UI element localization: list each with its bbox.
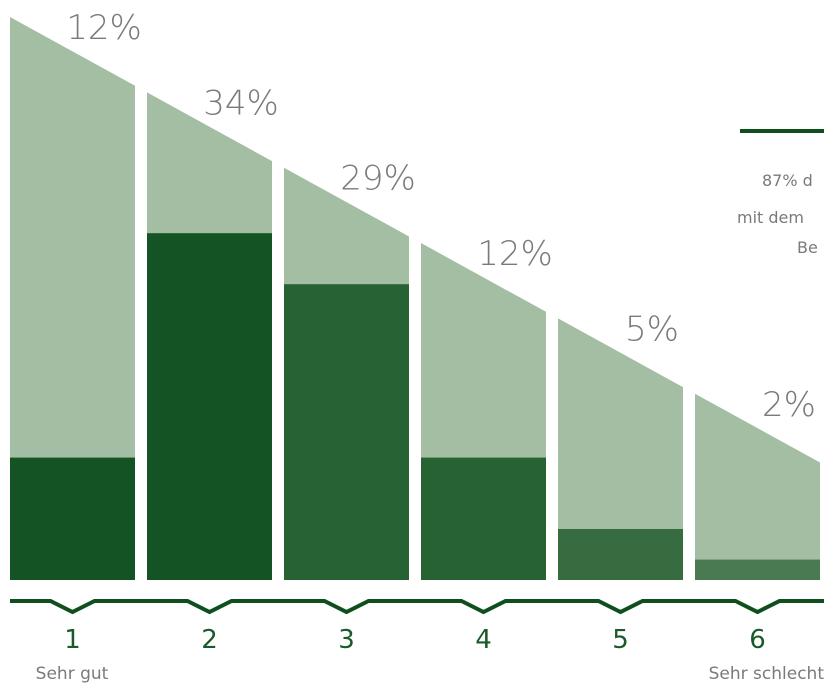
category-label-3: 3 (338, 625, 355, 655)
note-line-2: mit dem (737, 208, 804, 227)
value-label-5: 5% (625, 309, 679, 349)
category-label-2: 2 (201, 625, 218, 655)
value-label-2: 34% (203, 83, 279, 123)
bar-4 (421, 457, 546, 580)
value-label-6: 2% (762, 385, 816, 425)
bar-1 (10, 457, 135, 580)
value-label-1: 12% (66, 8, 142, 48)
category-label-6: 6 (749, 625, 766, 655)
value-labels: 12% 34% 29% 12% 5% 2% (66, 8, 816, 425)
category-labels: 1 2 3 4 5 6 (64, 625, 766, 655)
bar-6 (695, 559, 820, 580)
note-line-3: Be (797, 238, 818, 257)
bars (10, 233, 820, 580)
bar-background (10, 17, 135, 580)
bar-3 (284, 284, 409, 580)
scale-end-label: Sehr schlecht (709, 664, 824, 684)
bar-5 (558, 529, 683, 580)
scale-start-label: Sehr gut (36, 664, 109, 684)
category-label-4: 4 (475, 625, 492, 655)
bar-2 (147, 233, 272, 580)
bar-background (695, 393, 820, 580)
value-label-3: 29% (340, 159, 416, 199)
value-label-4: 12% (477, 234, 553, 274)
note-line-1: 87% d (762, 171, 813, 190)
category-label-5: 5 (612, 625, 629, 655)
category-label-1: 1 (64, 625, 81, 655)
axis-bracket (10, 599, 824, 615)
bar-background (558, 318, 683, 580)
